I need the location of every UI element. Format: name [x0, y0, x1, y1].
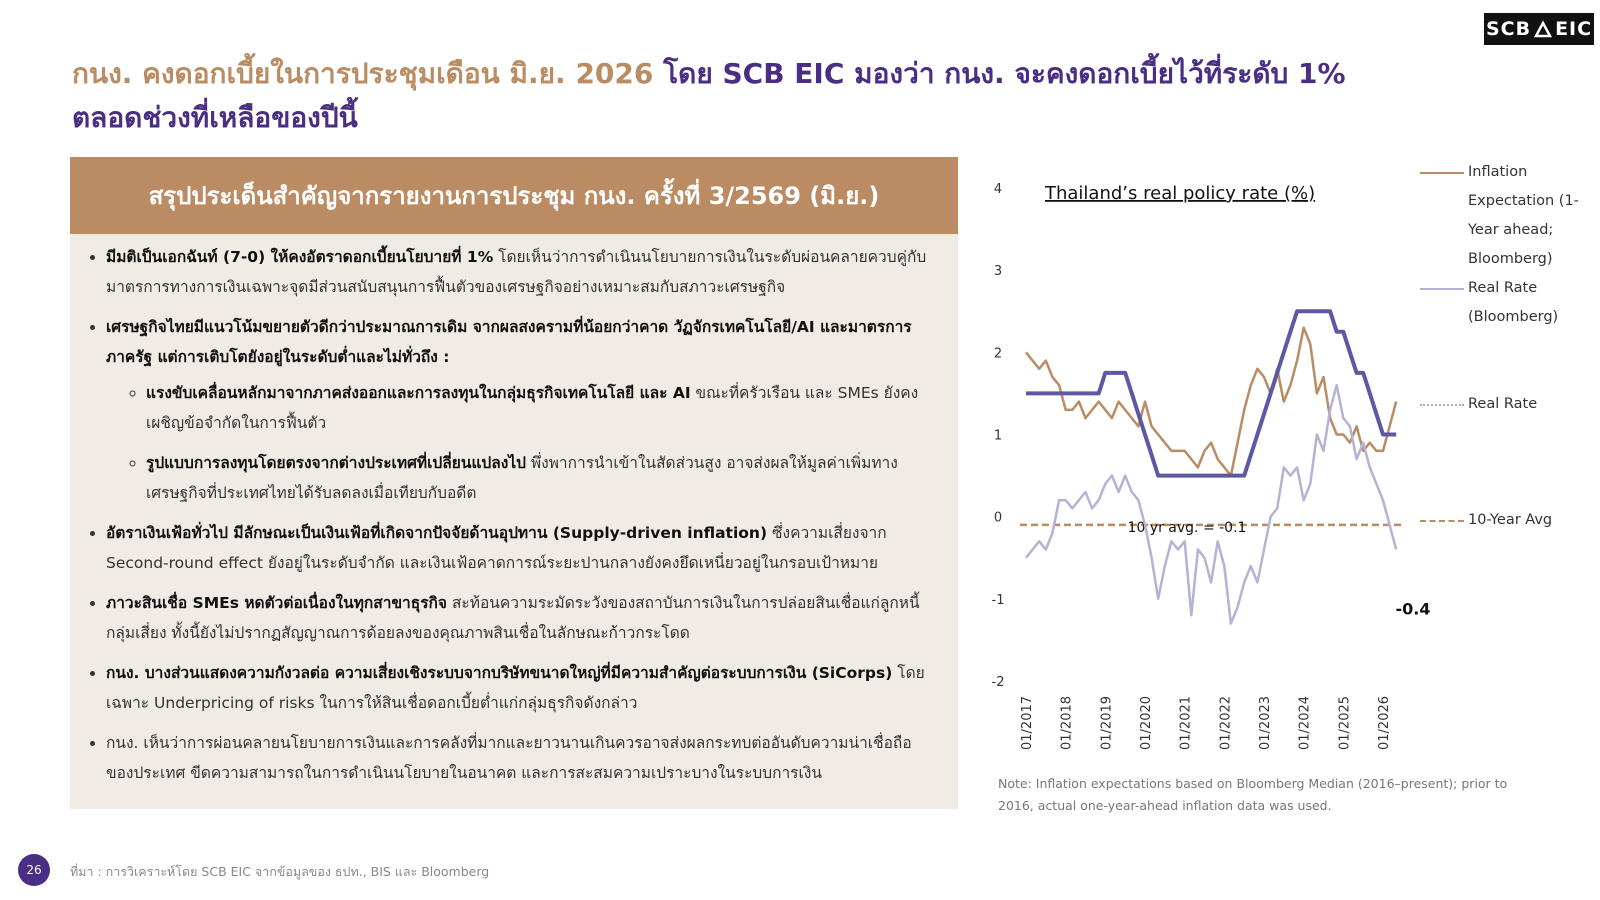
y-tick-label: 3: [994, 264, 1002, 279]
bullet-text: ขณะที่ครัวเรือน และ SMEs ยังคงเผชิญข้อจำ…: [146, 384, 919, 432]
legend-entry: Real Rate (Bloomberg): [1420, 274, 1588, 332]
legend-label: 10-Year Avg: [1468, 512, 1553, 528]
bullet-bold: อัตราเงินเฟ้อทั่วไป มีลักษณะเป็นเงินเฟ้อ…: [106, 524, 768, 542]
legend-entry: 10-Year Avg: [1420, 506, 1588, 535]
bullet-item: อัตราเงินเฟ้อทั่วไป มีลักษณะเป็นเงินเฟ้อ…: [106, 518, 930, 578]
title-part: กนง. คงดอกเบี้ยในการประชุมเดือน มิ.ย. 20…: [72, 57, 654, 90]
x-tick-label: 01/2017: [1020, 696, 1035, 750]
series-line: [1025, 383, 1398, 625]
title-part: ตลอดช่วงที่เหลือของปีนี้: [72, 101, 358, 134]
source: ที่มา : การวิเคราะห์โดย SCB EIC จากข้อมู…: [70, 864, 490, 879]
bullet-text: กนง. เห็นว่าการผ่อนคลายนโยบายการเงินและก…: [106, 734, 912, 782]
y-tick-label: -2: [992, 675, 1005, 690]
summary-title: สรุปประเด็นสำคัญจากรายงานการประชุม กนง. …: [70, 157, 958, 234]
y-tick-label: 2: [994, 346, 1002, 361]
slide-title: กนง. คงดอกเบี้ยในการประชุมเดือน มิ.ย. 20…: [72, 52, 1452, 140]
bullet-text: โดยเห็นว่าการดำเนินนโยบายการเงินในระดับผ…: [106, 248, 927, 296]
logo-text: EIC: [1555, 18, 1593, 40]
bullet-item: แรงขับเคลื่อนหลักมาจากภาคส่งออกและการลงท…: [146, 378, 930, 438]
bullet-item: เศรษฐกิจไทยมีแนวโน้มขยายตัวดีกว่าประมาณก…: [106, 312, 930, 508]
legend-swatch: [1420, 520, 1464, 522]
logo-text: SCB: [1485, 18, 1532, 40]
chart-title: Thailand’s real policy rate (%): [1044, 183, 1315, 204]
bullet-bold: ภาวะสินเชื่อ SMEs หดตัวต่อเนื่องในทุกสาข…: [106, 594, 448, 612]
legend-label: Real Rate (Bloomberg): [1468, 280, 1559, 325]
bullet-bold: มีมติเป็นเอกฉันท์ (7-0) ให้คงอัตราดอกเบี…: [106, 248, 494, 266]
series-line: [1025, 326, 1398, 477]
bullet-item: ภาวะสินเชื่อ SMEs หดตัวต่อเนื่องในทุกสาข…: [106, 588, 930, 648]
legend-label: Real Rate: [1468, 396, 1538, 412]
x-tick-label: 01/2024: [1298, 696, 1313, 750]
summary-box: สรุปประเด็นสำคัญจากรายงานการประชุม กนง. …: [70, 157, 958, 809]
series-line: [1026, 309, 1397, 478]
bullet-text: สะท้อนความระมัดระวังของสถาบันการเงินในกา…: [106, 594, 920, 642]
bullet-item: กนง. เห็นว่าการผ่อนคลายนโยบายการเงินและก…: [106, 728, 930, 788]
bullet-bold: เศรษฐกิจไทยมีแนวโน้มขยายตัวดีกว่าประมาณก…: [106, 318, 912, 366]
y-tick-label: -1: [992, 593, 1005, 608]
legend-entry: Inflation Expectation (1-Year ahead; Blo…: [1420, 158, 1588, 274]
bullet-item: กนง. บางส่วนแสดงความกังวลต่อ ความเสี่ยงเ…: [106, 658, 930, 718]
bullet-item: รูปแบบการลงทุนโดยตรงจากต่างประเทศที่เปลี…: [146, 448, 930, 508]
legend-label: Inflation Expectation (1-Year ahead; Blo…: [1468, 164, 1579, 267]
bullet-bold: กนง. บางส่วนแสดงความกังวลต่อ ความเสี่ยงเ…: [106, 664, 893, 682]
x-tick-label: 01/2019: [1099, 696, 1114, 750]
logo: SCB EIC: [1484, 13, 1594, 45]
y-tick-label: 1: [994, 429, 1002, 444]
title-part: โดย SCB EIC มองว่า กนง. จะคงดอกเบี้ยไว้ท…: [663, 57, 1346, 90]
annotation: -0.4: [1396, 600, 1431, 619]
page-number: 26: [18, 854, 50, 886]
y-tick-label: 4: [994, 182, 1002, 197]
logo-shape: [1533, 20, 1553, 38]
summary-list: มีมติเป็นเอกฉันท์ (7-0) ให้คงอัตราดอกเบี…: [70, 234, 958, 788]
x-tick-label: 01/2026: [1377, 696, 1392, 750]
chart-note: Note: Inflation expectations based on Bl…: [998, 776, 1508, 813]
x-tick-label: 01/2022: [1218, 696, 1233, 750]
bullet-bold: รูปแบบการลงทุนโดยตรงจากต่างประเทศที่เปลี…: [146, 454, 526, 472]
x-tick-label: 01/2021: [1179, 696, 1194, 750]
legend-swatch: [1420, 404, 1464, 406]
logo-icon: [1533, 20, 1553, 38]
x-tick-label: 01/2018: [1060, 696, 1075, 750]
x-tick-label: 01/2020: [1139, 696, 1154, 750]
legend-swatch: [1420, 288, 1464, 290]
legend-entry: Real Rate: [1420, 390, 1588, 419]
x-tick-label: 01/2025: [1337, 696, 1352, 750]
bullet-item: มีมติเป็นเอกฉันท์ (7-0) ให้คงอัตราดอกเบี…: [106, 242, 930, 302]
bullet-bold: แรงขับเคลื่อนหลักมาจากภาคส่งออกและการลงท…: [146, 384, 691, 402]
bullet-text: โดยเฉพาะ Underpricing of risks ในการให้ส…: [106, 664, 925, 712]
x-tick-label: 01/2023: [1258, 696, 1273, 750]
legend-swatch: [1420, 172, 1464, 174]
bullet-text: ซึ่งความเสี่ยงจาก Second-round effect ยั…: [106, 524, 887, 572]
avg-label: 10 yr avg. = -0.1: [1128, 520, 1247, 536]
bullet-text: พึ่งพาการนำเข้าในสัดส่วนสูง อาจส่งผลให้ม…: [146, 454, 898, 502]
y-tick-label: 0: [994, 511, 1002, 526]
sub-list: แรงขับเคลื่อนหลักมาจากภาคส่งออกและการลงท…: [106, 378, 930, 508]
